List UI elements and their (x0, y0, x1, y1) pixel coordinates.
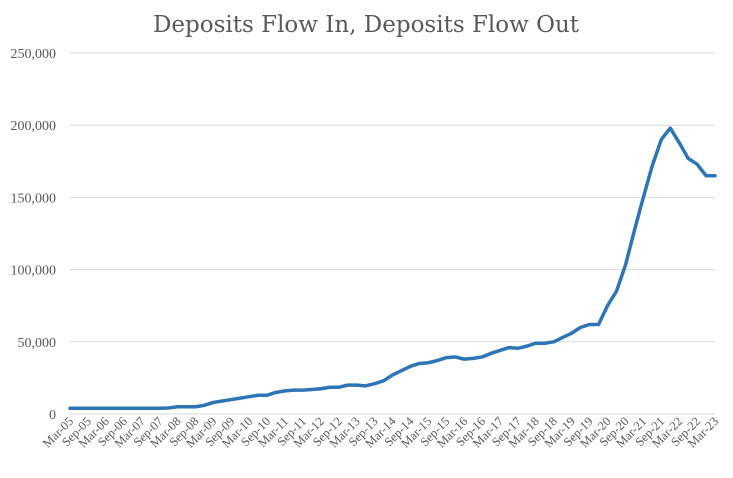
y-tick-label: 0 (49, 408, 56, 423)
y-tick-label: 200,000 (11, 119, 57, 134)
y-tick-label: 100,000 (11, 264, 57, 279)
gridlines (70, 52, 715, 415)
series-line (68, 126, 717, 410)
y-axis-ticks: 0 50,000 100,000 150,000 200,000 250,000 (11, 47, 57, 423)
x-axis-ticks: Mar-05Sep-05Mar-06Sep-06Mar-07Sep-07Mar-… (40, 414, 721, 451)
y-tick-label: 150,000 (11, 191, 57, 206)
y-tick-label: 250,000 (11, 47, 57, 62)
chart-title: Deposits Flow In, Deposits Flow Out (153, 12, 580, 38)
series-layer (68, 126, 717, 410)
y-tick-label: 50,000 (18, 336, 57, 351)
